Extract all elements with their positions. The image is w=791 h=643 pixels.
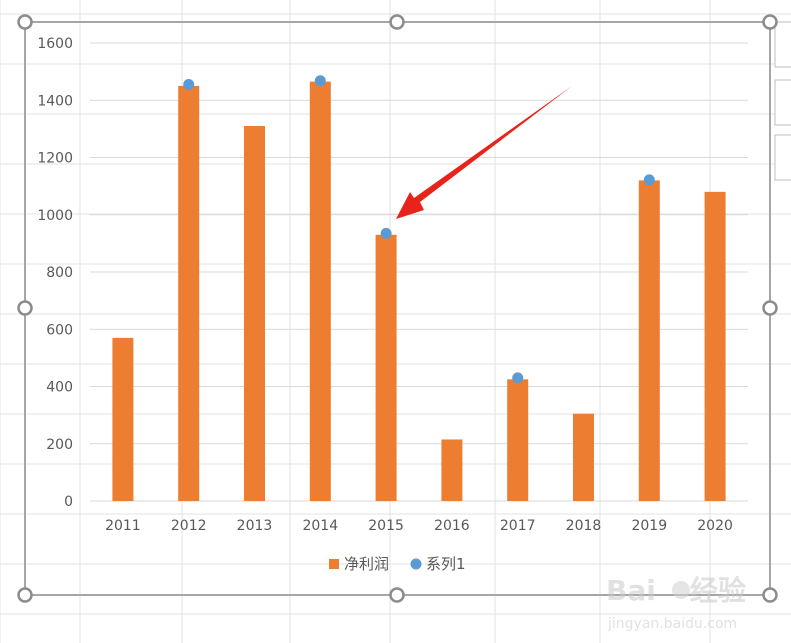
resize-handle[interactable] [762,587,778,603]
paw-icon [672,581,690,599]
x-tick-label: 2018 [566,518,602,534]
bar[interactable] [112,337,134,501]
x-tick-label: 2019 [631,518,667,534]
bar[interactable] [375,234,397,501]
resize-handle[interactable] [762,300,778,316]
resize-handle[interactable] [17,587,33,603]
x-tick-label: 2016 [434,518,470,534]
y-tick-label: 1400 [37,93,73,109]
legend-swatch-dot [410,558,422,570]
bar[interactable] [244,126,265,501]
resize-handle[interactable] [17,14,33,30]
legend-label-series-1: 净利润 [344,555,389,573]
resize-handle[interactable] [762,14,778,30]
watermark-url: jingyan.baidu.com [607,616,737,632]
bar[interactable] [704,191,726,501]
bar[interactable] [178,85,200,501]
y-tick-label: 1600 [37,36,73,52]
data-point[interactable] [380,227,392,239]
x-axis: 2011 2012 2013 2014 2015 2016 2017 2018 2019 2020 [105,518,733,534]
x-tick-label: 2017 [500,518,536,534]
watermark-brand: Bai 经验 [606,574,746,607]
bar[interactable] [638,180,660,501]
scatter-series[interactable] [183,75,655,384]
resize-handle[interactable] [389,587,405,603]
y-tick-label: 400 [46,380,73,396]
data-point[interactable] [643,174,655,186]
y-tick-label: 800 [46,265,73,281]
resize-handle[interactable] [17,300,33,316]
arrow-shape [396,86,572,219]
bar[interactable] [507,379,529,501]
annotation-arrow [396,86,572,219]
bar-series[interactable] [112,81,726,502]
legend-swatch-bar [329,559,339,569]
x-tick-label: 2014 [302,518,338,534]
legend-label-series-2: 系列1 [426,555,466,573]
bar[interactable] [309,81,331,502]
y-tick-label: 600 [46,322,73,338]
y-tick-label: 1000 [37,208,73,224]
y-tick-label: 1200 [37,151,73,167]
bar[interactable] [441,439,463,501]
x-tick-label: 2015 [368,518,404,534]
data-point[interactable] [512,372,524,384]
resize-handles[interactable] [17,14,778,603]
x-tick-label: 2020 [697,518,733,534]
legend: 净利润 系列1 [329,555,466,573]
x-tick-label: 2012 [171,518,207,534]
watermark: Bai 经验 jingyan.baidu.com [606,574,746,632]
x-tick-label: 2011 [105,518,141,534]
bar[interactable] [573,413,594,501]
y-axis: 0 200 400 600 800 1000 1200 1400 1600 [37,36,73,510]
y-tick-label: 0 [64,494,73,510]
data-point[interactable] [183,79,195,91]
gridlines [90,42,748,502]
resize-handle[interactable] [389,14,405,30]
y-tick-label: 200 [46,437,73,453]
x-tick-label: 2013 [237,518,273,534]
data-point[interactable] [314,75,326,87]
